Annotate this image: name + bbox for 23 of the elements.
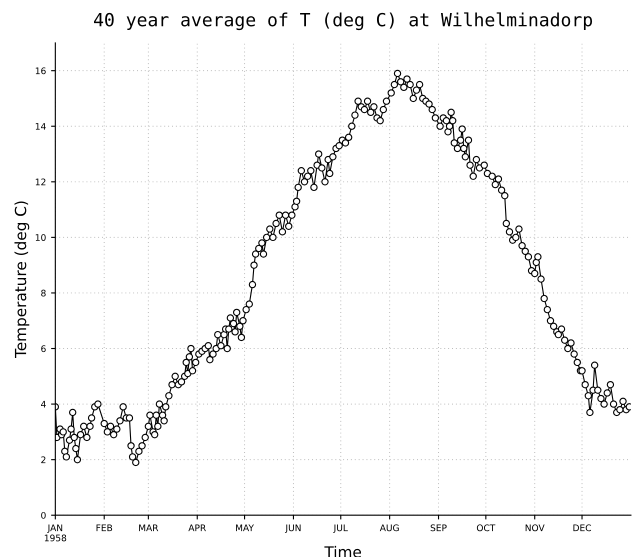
x-tick-label: JAN 1958	[44, 524, 66, 542]
x-tick-label: MAR	[139, 524, 158, 532]
y-tick-label: 8	[41, 290, 46, 297]
x-tick-label: NOV	[526, 524, 545, 532]
y-tick-label: 10	[36, 234, 46, 241]
y-tick-label: 0	[41, 512, 46, 519]
x-tick-label: OCT	[476, 524, 496, 532]
x-tick-label: DEC	[573, 524, 592, 532]
x-tick-label: APR	[188, 524, 206, 532]
y-tick-label: 16	[36, 67, 46, 74]
chart-title: 40 year average of T (deg C) at Wilhelminadorp	[94, 12, 592, 30]
y-axis-title: Temperature (deg C)	[14, 201, 30, 358]
x-tick-label: FEB	[96, 524, 112, 532]
y-tick-label: 4	[41, 400, 46, 408]
y-tick-label: 14	[36, 123, 46, 130]
y-tick-label: 12	[36, 178, 46, 186]
x-tick-label: JUL	[333, 524, 348, 533]
x-tick-label: MAY	[236, 524, 254, 532]
x-tick-label: AUG	[380, 524, 399, 532]
y-tick-label: 6	[41, 345, 46, 352]
x-tick-label: JUN	[284, 524, 301, 533]
x-tick-label: SEP	[430, 524, 447, 532]
y-tick-label: 2	[41, 456, 46, 464]
